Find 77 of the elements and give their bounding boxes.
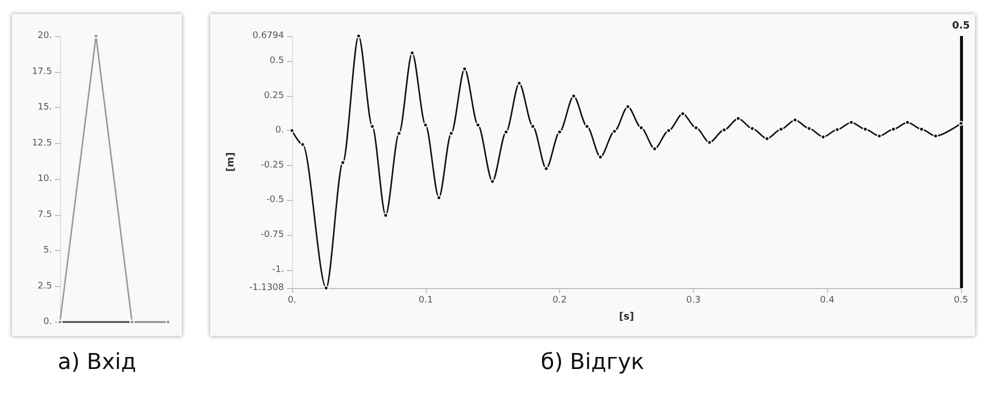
x-axis-title: [s]: [618, 312, 634, 322]
ref-line-label: 0.5: [952, 20, 970, 32]
y-tick-label: 17.5: [32, 66, 52, 77]
x-tick-label: 0.3: [686, 296, 701, 306]
y-tick-label: 12.5: [32, 138, 52, 148]
point: [475, 122, 480, 128]
y-axis-title: [m]: [226, 152, 236, 172]
point: [584, 124, 590, 129]
y-tick-label: 0.5: [270, 56, 284, 66]
point: [694, 125, 699, 130]
point: [904, 120, 910, 125]
point: [516, 80, 522, 86]
text: б) Відгук: [540, 350, 646, 375]
x-tick-label: 0.1: [418, 296, 433, 306]
y-tick-label: 20.: [38, 31, 52, 41]
y-tick-label: -1.: [272, 264, 284, 275]
point: [820, 134, 826, 140]
y-tick-label: 5.: [43, 246, 52, 256]
point: [290, 128, 294, 134]
y-tick-label: 10.: [38, 174, 52, 184]
point: [919, 126, 924, 132]
point: [448, 130, 454, 136]
y-tick-label: -0.25: [260, 160, 284, 170]
point: [638, 125, 644, 130]
y-tick-label: 0.6794: [252, 31, 284, 41]
y-tick-label: 15.: [38, 102, 52, 112]
point: [530, 124, 536, 129]
point: [356, 34, 362, 38]
point: [544, 166, 549, 172]
point: [722, 127, 727, 132]
point: [652, 146, 658, 152]
point: [462, 66, 468, 72]
point: [410, 50, 415, 56]
point: [300, 142, 306, 147]
point: [423, 122, 428, 128]
y-tick-label: -0.75: [260, 230, 284, 240]
x-tick-label: 0.4: [820, 296, 835, 306]
x-tick-label: 0.2: [552, 296, 567, 306]
point: [792, 118, 798, 122]
point: [490, 178, 495, 184]
point: [504, 129, 509, 134]
x-tick-label: 0.: [288, 296, 296, 306]
y-tick-label: 0.25: [264, 90, 284, 101]
point: [778, 126, 784, 132]
point: [862, 126, 868, 132]
point: [806, 126, 812, 131]
point: [666, 128, 672, 134]
point: [436, 195, 442, 200]
point: [848, 120, 854, 125]
point: [598, 154, 603, 160]
y-tick-label: 2.5: [38, 281, 52, 292]
point: [324, 286, 329, 290]
point: [890, 126, 896, 132]
y-tick-label: 0.: [275, 126, 284, 136]
point: [736, 116, 741, 121]
point: [750, 126, 755, 131]
point: [706, 140, 712, 145]
y-tick-label: -1.1308: [249, 283, 284, 293]
point: [340, 160, 346, 166]
y-tick-label: 7.5: [38, 210, 52, 220]
point: [383, 212, 388, 218]
point: [370, 124, 375, 129]
point: [396, 130, 402, 136]
point: [764, 136, 770, 142]
x-tick-label: 0.5: [954, 296, 968, 306]
y-tick-label: -0.5: [266, 195, 284, 206]
point: [876, 134, 882, 139]
point: [625, 104, 630, 110]
text: а) Вхід: [56, 350, 138, 375]
point: [557, 129, 562, 134]
point: [612, 128, 617, 134]
point: [834, 127, 840, 132]
point: [571, 94, 576, 99]
point: [958, 120, 964, 126]
point: [680, 111, 686, 116]
point: [933, 134, 938, 139]
y-tick-label: 0.: [43, 317, 52, 327]
